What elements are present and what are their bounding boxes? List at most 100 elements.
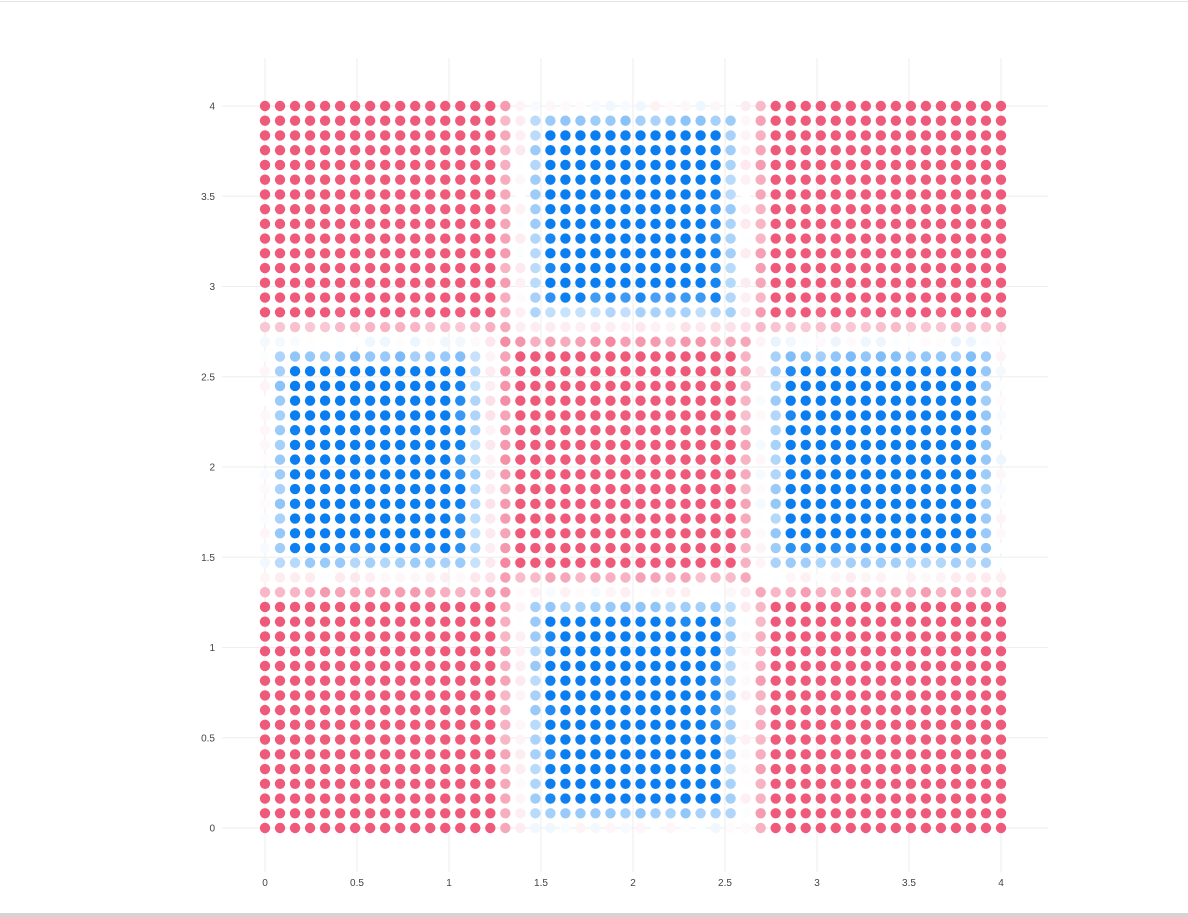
- data-point[interactable]: [425, 823, 435, 833]
- data-point[interactable]: [380, 101, 390, 111]
- data-point[interactable]: [650, 248, 660, 258]
- data-point[interactable]: [861, 587, 871, 597]
- data-point[interactable]: [665, 248, 675, 258]
- data-point[interactable]: [485, 351, 495, 361]
- data-point[interactable]: [320, 204, 330, 214]
- data-point[interactable]: [545, 160, 555, 170]
- data-point[interactable]: [710, 764, 720, 774]
- data-point[interactable]: [861, 734, 871, 744]
- data-point[interactable]: [410, 734, 420, 744]
- data-point[interactable]: [906, 307, 916, 317]
- data-point[interactable]: [861, 484, 871, 494]
- data-point[interactable]: [996, 558, 1006, 568]
- data-point[interactable]: [410, 233, 420, 243]
- data-point[interactable]: [440, 602, 450, 612]
- data-point[interactable]: [470, 233, 480, 243]
- data-point[interactable]: [590, 145, 600, 155]
- data-point[interactable]: [635, 278, 645, 288]
- data-point[interactable]: [620, 808, 630, 818]
- data-point[interactable]: [545, 189, 555, 199]
- data-point[interactable]: [951, 543, 961, 553]
- data-point[interactable]: [876, 661, 886, 671]
- data-point[interactable]: [966, 189, 976, 199]
- data-point[interactable]: [725, 440, 735, 450]
- data-point[interactable]: [260, 174, 270, 184]
- data-point[interactable]: [635, 587, 645, 597]
- data-point[interactable]: [335, 410, 345, 420]
- data-point[interactable]: [425, 661, 435, 671]
- data-point[interactable]: [620, 513, 630, 523]
- data-point[interactable]: [605, 690, 615, 700]
- data-point[interactable]: [410, 617, 420, 627]
- data-point[interactable]: [455, 233, 465, 243]
- data-point[interactable]: [846, 587, 856, 597]
- data-point[interactable]: [981, 204, 991, 214]
- data-point[interactable]: [891, 587, 901, 597]
- data-point[interactable]: [335, 734, 345, 744]
- data-point[interactable]: [605, 484, 615, 494]
- data-point[interactable]: [425, 130, 435, 140]
- data-point[interactable]: [545, 543, 555, 553]
- data-point[interactable]: [966, 130, 976, 140]
- data-point[interactable]: [290, 204, 300, 214]
- data-point[interactable]: [290, 808, 300, 818]
- data-point[interactable]: [831, 440, 841, 450]
- data-point[interactable]: [260, 145, 270, 155]
- data-point[interactable]: [500, 101, 510, 111]
- data-point[interactable]: [455, 189, 465, 199]
- data-point[interactable]: [395, 278, 405, 288]
- data-point[interactable]: [515, 572, 525, 582]
- data-point[interactable]: [996, 690, 1006, 700]
- data-point[interactable]: [906, 440, 916, 450]
- data-point[interactable]: [575, 631, 585, 641]
- data-point[interactable]: [710, 484, 720, 494]
- data-point[interactable]: [260, 764, 270, 774]
- data-point[interactable]: [455, 675, 465, 685]
- data-point[interactable]: [740, 248, 750, 258]
- data-point[interactable]: [996, 116, 1006, 126]
- data-point[interactable]: [801, 366, 811, 376]
- data-point[interactable]: [380, 779, 390, 789]
- data-point[interactable]: [650, 690, 660, 700]
- data-point[interactable]: [635, 749, 645, 759]
- data-point[interactable]: [290, 440, 300, 450]
- data-point[interactable]: [440, 101, 450, 111]
- data-point[interactable]: [710, 174, 720, 184]
- data-point[interactable]: [395, 395, 405, 405]
- data-point[interactable]: [966, 661, 976, 671]
- data-point[interactable]: [966, 587, 976, 597]
- data-point[interactable]: [680, 631, 690, 641]
- data-point[interactable]: [530, 248, 540, 258]
- data-point[interactable]: [575, 116, 585, 126]
- data-point[interactable]: [290, 337, 300, 347]
- data-point[interactable]: [305, 661, 315, 671]
- data-point[interactable]: [560, 145, 570, 155]
- data-point[interactable]: [515, 351, 525, 361]
- data-point[interactable]: [996, 587, 1006, 597]
- data-point[interactable]: [425, 484, 435, 494]
- data-point[interactable]: [590, 705, 600, 715]
- data-point[interactable]: [590, 233, 600, 243]
- data-point[interactable]: [365, 823, 375, 833]
- data-point[interactable]: [755, 337, 765, 347]
- data-point[interactable]: [395, 130, 405, 140]
- data-point[interactable]: [305, 160, 315, 170]
- data-point[interactable]: [275, 337, 285, 347]
- data-point[interactable]: [470, 690, 480, 700]
- data-point[interactable]: [455, 808, 465, 818]
- data-point[interactable]: [635, 779, 645, 789]
- data-point[interactable]: [275, 528, 285, 538]
- data-point[interactable]: [996, 454, 1006, 464]
- data-point[interactable]: [801, 749, 811, 759]
- data-point[interactable]: [650, 233, 660, 243]
- data-point[interactable]: [650, 381, 660, 391]
- data-point[interactable]: [876, 528, 886, 538]
- data-point[interactable]: [260, 425, 270, 435]
- data-point[interactable]: [485, 248, 495, 258]
- data-point[interactable]: [260, 116, 270, 126]
- data-point[interactable]: [816, 292, 826, 302]
- data-point[interactable]: [320, 602, 330, 612]
- data-point[interactable]: [891, 454, 901, 464]
- data-point[interactable]: [440, 469, 450, 479]
- data-point[interactable]: [410, 793, 420, 803]
